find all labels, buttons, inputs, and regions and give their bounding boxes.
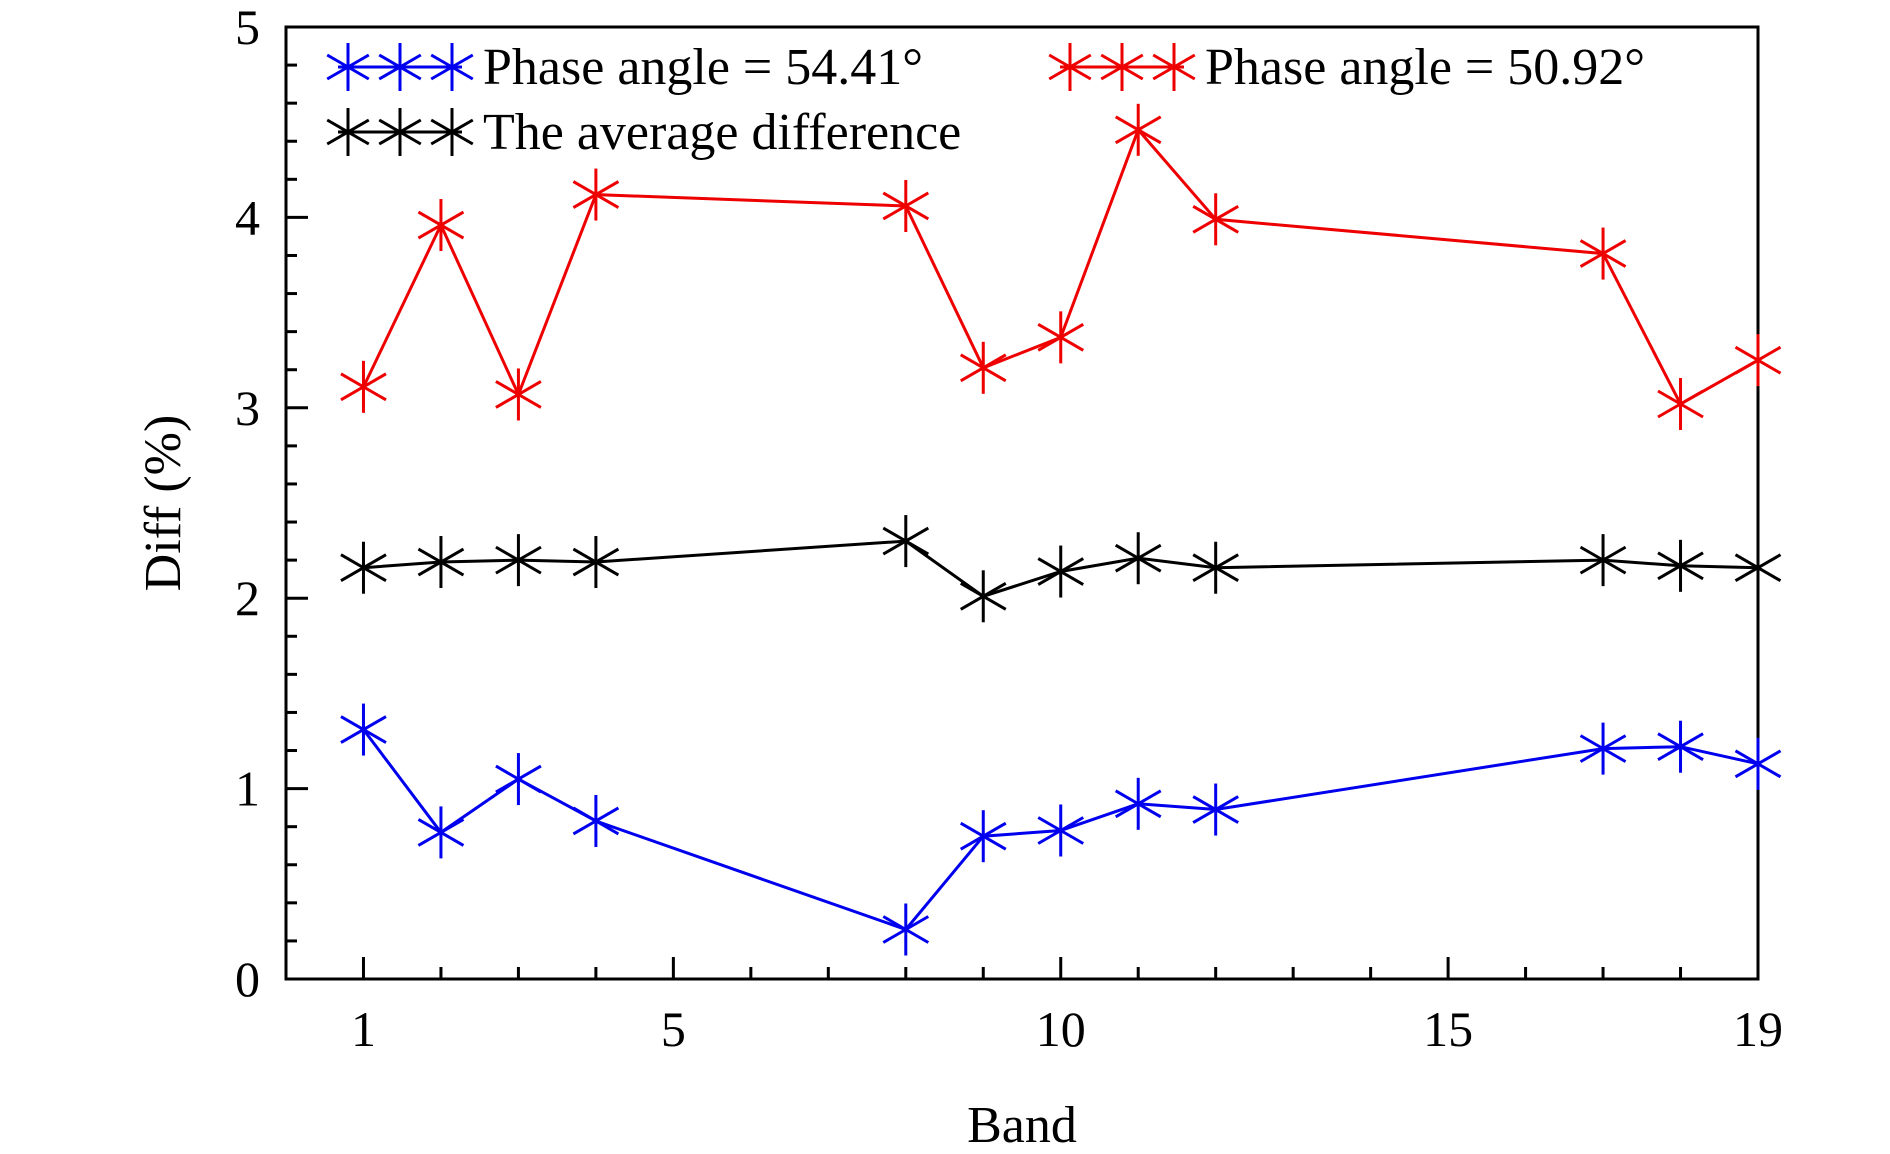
- data-point: [495, 534, 542, 587]
- y-tick-label: 2: [235, 570, 260, 626]
- x-tick-label: 5: [661, 1001, 686, 1057]
- data-point: [572, 536, 620, 589]
- data-point: [1037, 804, 1085, 857]
- data-point: [1734, 737, 1782, 790]
- y-tick-label: 4: [235, 189, 260, 245]
- data-point: [1657, 720, 1704, 773]
- data-point: [572, 168, 620, 221]
- legend-marker: [430, 108, 474, 156]
- y-tick-label: 0: [235, 951, 260, 1007]
- data-point: [1192, 783, 1239, 836]
- data-point: [1114, 777, 1162, 830]
- legend-marker: [430, 43, 474, 91]
- data-point: [882, 515, 930, 568]
- legend-label: Phase angle = 50.92°: [1205, 39, 1645, 96]
- data-point: [340, 541, 387, 594]
- data-point: [1037, 545, 1085, 598]
- legend-marker: [1048, 43, 1092, 91]
- x-tick-label: 19: [1733, 1001, 1783, 1057]
- data-point: [1657, 539, 1704, 592]
- data-point: [1114, 103, 1162, 156]
- data-point: [1579, 534, 1627, 587]
- legend-entry-3: The average difference: [326, 104, 961, 161]
- y-tick-label: 3: [235, 380, 260, 436]
- data-point: [495, 368, 542, 421]
- data-point: [1037, 311, 1085, 364]
- data-point: [1579, 722, 1627, 775]
- data-point: [340, 703, 387, 756]
- data-point: [572, 794, 620, 847]
- legend-label: The average difference: [483, 104, 961, 161]
- legend-marker: [378, 108, 422, 156]
- y-tick-label: 1: [235, 761, 260, 817]
- x-tick-label: 15: [1423, 1001, 1473, 1057]
- legend-marker: [1100, 43, 1144, 91]
- data-point: [340, 360, 387, 413]
- series-line: [362, 126, 1759, 407]
- legend-marker: [1152, 43, 1196, 91]
- legend-label: Phase angle = 54.41°: [483, 39, 923, 96]
- data-point: [1114, 532, 1162, 585]
- data-point: [417, 806, 465, 859]
- series-2: [340, 103, 1782, 430]
- data-point: [1192, 541, 1239, 594]
- data-point: [1734, 334, 1782, 387]
- x-tick-label: 1: [351, 1001, 376, 1057]
- data-point: [959, 341, 1007, 394]
- data-point: [417, 536, 465, 589]
- data-point: [959, 810, 1007, 863]
- x-tick-label: 10: [1036, 1001, 1086, 1057]
- x-axis-title: Band: [967, 1097, 1077, 1154]
- legend-marker: [378, 43, 422, 91]
- data-point: [959, 570, 1007, 623]
- series-line: [363, 539, 1759, 598]
- data-point: [1734, 541, 1782, 594]
- data-point: [882, 903, 930, 956]
- legend-entry-2: Phase angle = 50.92°: [1048, 39, 1645, 96]
- series-layer: [340, 103, 1782, 956]
- data-point: [1657, 377, 1704, 430]
- data-point: [1192, 193, 1239, 246]
- plot-frame: [284, 25, 1760, 981]
- y-axis-title: Diff (%): [135, 415, 192, 592]
- series-3: [340, 515, 1782, 623]
- data-point: [882, 179, 930, 232]
- data-point: [495, 753, 542, 806]
- legend: Phase angle = 54.41° Phase angle = 50.92°…: [326, 39, 1645, 161]
- legend-entry-1: Phase angle = 54.41°: [326, 39, 923, 96]
- series-1: [340, 703, 1782, 956]
- legend-marker: [326, 43, 370, 91]
- y-tick-label: 5: [235, 0, 260, 55]
- data-point: [1579, 227, 1627, 280]
- data-point: [417, 199, 465, 252]
- legend-marker: [326, 108, 370, 156]
